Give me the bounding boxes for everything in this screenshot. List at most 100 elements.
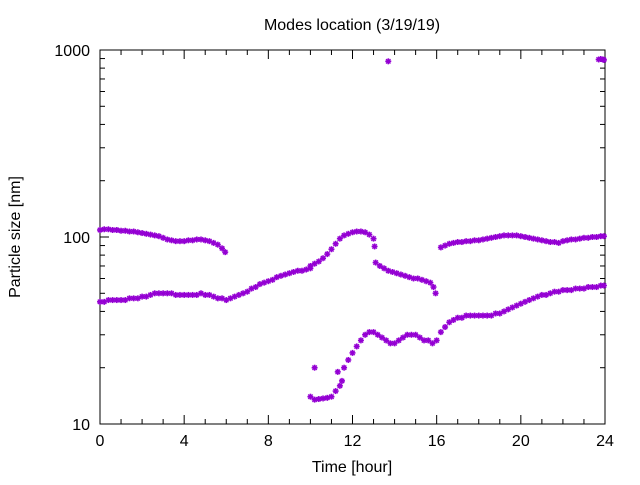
data-point <box>185 291 192 298</box>
data-point <box>362 229 369 236</box>
data-point <box>353 343 360 350</box>
data-point <box>391 340 398 347</box>
data-point <box>332 388 339 395</box>
y-axis-label: Particle size [nm] <box>7 176 24 298</box>
data-point <box>522 234 529 240</box>
x-tick-label: 12 <box>344 433 362 450</box>
data-point <box>189 291 196 298</box>
data-point <box>404 331 411 338</box>
data-point <box>600 282 607 289</box>
data-point <box>172 238 179 245</box>
data-point <box>513 232 520 239</box>
data-point <box>425 337 432 344</box>
data-point <box>336 235 343 242</box>
data-point <box>366 231 373 238</box>
data-point <box>345 356 352 363</box>
data-point <box>109 297 116 304</box>
data-point <box>600 233 607 240</box>
data-point <box>315 258 322 265</box>
data-point <box>442 324 449 331</box>
data-point <box>370 329 377 336</box>
data-point <box>366 329 373 336</box>
y-tick-label: 1000 <box>54 43 90 60</box>
data-point <box>551 288 558 295</box>
data-point <box>432 290 439 297</box>
data-point <box>412 331 419 338</box>
data-point <box>376 262 383 269</box>
data-point <box>437 329 444 336</box>
ticks: 0 4 8 12 16 20 24 10 100 1000 <box>54 43 614 450</box>
data-point <box>176 291 183 298</box>
data-point <box>341 364 348 371</box>
data-point <box>383 337 390 344</box>
data-point <box>429 340 436 347</box>
data-point <box>315 396 322 403</box>
data-point <box>222 249 229 256</box>
data-point <box>214 241 221 248</box>
data-point <box>400 334 406 341</box>
data-point <box>336 382 343 389</box>
data-point <box>372 259 379 266</box>
data-point <box>244 288 251 295</box>
x-tick-label: 20 <box>512 433 530 450</box>
data-point <box>357 337 364 344</box>
data-point <box>307 265 314 272</box>
data-point <box>446 319 453 326</box>
data-point <box>252 284 259 291</box>
data-point <box>475 312 482 319</box>
data-points <box>97 56 607 403</box>
data-point <box>105 297 112 304</box>
data-point <box>374 331 381 338</box>
data-point <box>328 246 335 253</box>
data-point <box>381 265 388 272</box>
data-point <box>261 279 268 286</box>
data-point <box>269 276 276 283</box>
x-axis-label: Time [hour] <box>312 459 392 476</box>
data-point <box>479 236 486 243</box>
data-point <box>334 368 341 375</box>
data-point <box>320 255 327 262</box>
data-point <box>600 56 607 63</box>
data-point <box>324 251 331 258</box>
data-point <box>530 235 537 242</box>
chart-title: Modes location (3/19/19) <box>264 17 440 34</box>
x-tick-label: 24 <box>596 433 614 450</box>
data-point <box>202 291 209 298</box>
x-tick-label: 4 <box>180 433 189 450</box>
data-point <box>395 337 402 344</box>
data-point <box>214 295 221 302</box>
data-point <box>430 284 437 291</box>
data-point <box>564 287 571 294</box>
data-point <box>338 377 345 384</box>
x-tick-label: 16 <box>428 433 446 450</box>
data-point <box>189 237 196 244</box>
data-point <box>118 227 125 234</box>
data-point <box>185 237 192 244</box>
y-tick-label: 10 <box>72 417 90 434</box>
x-tick-label: 8 <box>264 433 273 450</box>
data-point <box>332 240 339 247</box>
data-point <box>311 260 318 267</box>
data-point <box>471 312 478 319</box>
data-point <box>427 279 434 286</box>
y-tick-label: 100 <box>63 230 90 247</box>
data-point <box>307 393 314 400</box>
data-point <box>585 234 592 241</box>
data-point <box>568 236 575 243</box>
data-point <box>362 331 369 338</box>
data-point <box>371 243 378 250</box>
data-point <box>416 334 423 341</box>
data-point <box>589 284 596 291</box>
data-point <box>433 337 440 344</box>
data-point <box>385 58 392 65</box>
data-point <box>328 393 335 400</box>
data-point <box>446 240 453 247</box>
x-tick-label: 0 <box>96 433 105 450</box>
data-point <box>370 235 377 242</box>
data-point <box>349 349 356 356</box>
data-point <box>378 334 385 341</box>
data-point <box>118 297 125 304</box>
data-point <box>572 285 579 292</box>
